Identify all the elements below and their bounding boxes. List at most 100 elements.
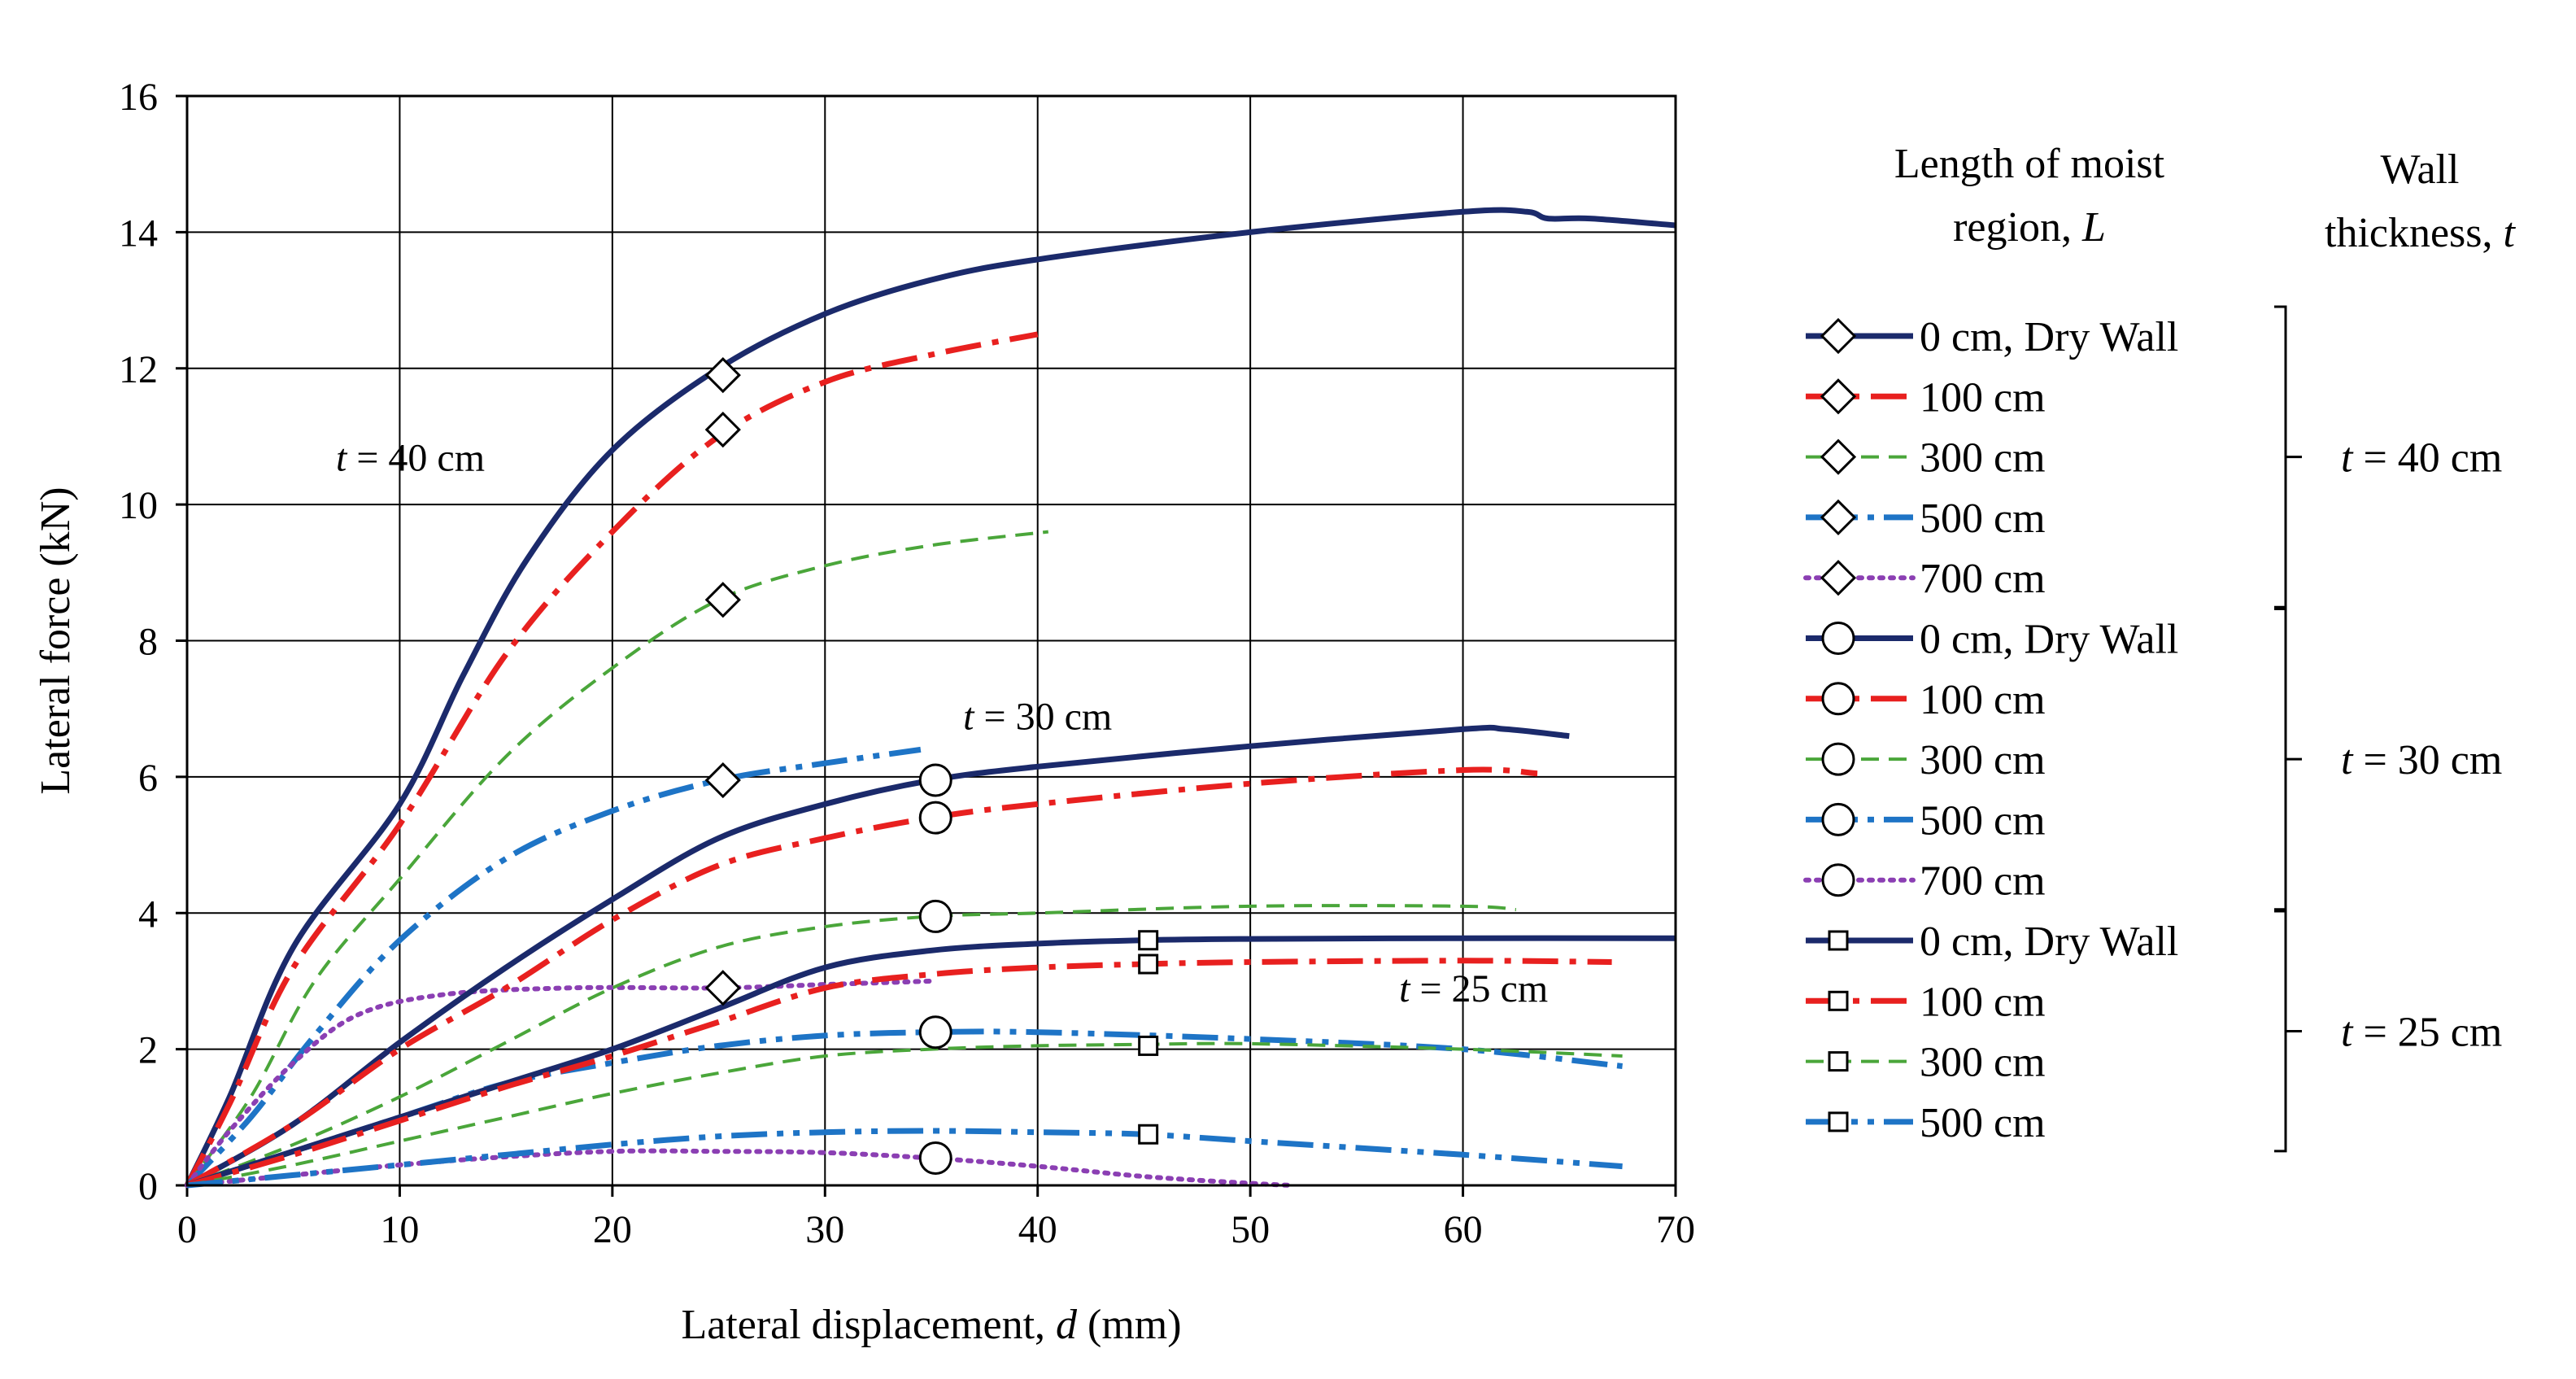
legend-label-12: 300 cm: [1920, 1040, 2046, 1086]
series-marker-3: [704, 762, 741, 799]
legend-group-label-2: t = 25 cm: [2341, 1009, 2502, 1055]
legend-label-8: 500 cm: [1920, 797, 2046, 844]
y-tick-label: 10: [119, 484, 158, 527]
legend-title-thickness: Wall thickness, t: [2325, 146, 2517, 256]
legend-group-label-0: t = 40 cm: [2341, 435, 2502, 482]
series-marker-13: [1138, 1124, 1159, 1145]
legend-marker-7: [1821, 742, 1855, 776]
series-line-0: [184, 207, 1676, 1187]
legend-title-variable: L: [2081, 204, 2106, 251]
legend-label-9: 700 cm: [1920, 858, 2046, 905]
series-marker-12: [1138, 1035, 1159, 1056]
legend-marker-6: [1821, 682, 1855, 716]
legend-bracket-2: [2274, 910, 2302, 1153]
x-tick-label: 10: [380, 1208, 419, 1251]
legend-marker-2: [1820, 439, 1857, 475]
legend-title-length: Length of moist region, L: [1894, 141, 2165, 251]
legend-label-13: 500 cm: [1920, 1100, 2046, 1146]
y-tick-label: 16: [119, 76, 158, 119]
legend-label-4: 700 cm: [1920, 556, 2046, 602]
x-tick-label: 40: [1018, 1208, 1057, 1251]
legend-group-label-1: t = 30 cm: [2341, 737, 2502, 783]
x-axis-variable: d: [1056, 1302, 1078, 1348]
legend-title-variable: t: [2504, 210, 2517, 256]
series-line-5: [185, 724, 1570, 1189]
annotation-label-1: t = 30 cm: [963, 695, 1112, 738]
series-marker-2: [704, 582, 741, 618]
series-marker-8: [918, 1015, 952, 1050]
series-markers: [704, 356, 1159, 1176]
series-line-6: [185, 766, 1538, 1189]
series-marker-0: [704, 356, 741, 394]
legend-marker-13: [1828, 1111, 1849, 1132]
legend-title-line: Length of moist: [1894, 141, 2165, 187]
legend-marker-10: [1828, 930, 1849, 951]
series-marker-10: [1138, 930, 1159, 951]
series-line-3: [185, 746, 922, 1188]
legend-groups: t = 40 cm t = 30 cm t = 25 cm: [2274, 305, 2502, 1153]
legend-marker-12: [1828, 1051, 1849, 1072]
legend-group-variable: t: [2341, 435, 2354, 482]
legend-label-6: 100 cm: [1920, 677, 2046, 723]
legend-marker-9: [1821, 863, 1855, 897]
x-axis-title: Lateral displacement, d (mm): [681, 1302, 1181, 1348]
y-tick-label: 0: [138, 1165, 158, 1208]
series-marker-6: [918, 801, 952, 835]
legend-bracket-1: [2274, 608, 2302, 911]
series-line-7: [186, 904, 1517, 1187]
y-tick-label: 8: [138, 621, 158, 664]
legend-label-10: 0 cm, Dry Wall: [1920, 919, 2178, 965]
legend-label-2: 300 cm: [1920, 435, 2046, 482]
legend-marker-5: [1821, 622, 1855, 655]
series-marker-11: [1138, 954, 1159, 975]
legend-label-7: 300 cm: [1920, 737, 2046, 783]
x-tick-label: 30: [805, 1208, 844, 1251]
y-axis-title: Lateral force (kN): [33, 487, 79, 794]
legend-label-1: 100 cm: [1920, 374, 2046, 421]
x-tick-label: 70: [1656, 1208, 1695, 1251]
y-tick-label: 14: [119, 212, 158, 255]
series-line-9: [185, 1148, 1296, 1188]
series-lines: [184, 207, 1676, 1189]
legend-bracket-0: [2274, 305, 2302, 609]
annotation-label-2: t = 25 cm: [1399, 967, 1548, 1010]
y-tick-label: 2: [138, 1029, 158, 1072]
series-marker-4: [704, 970, 741, 1006]
series-line-10: [185, 935, 1676, 1189]
legend-marker-4: [1820, 560, 1857, 596]
series-marker-7: [918, 899, 952, 933]
legend-label-11: 100 cm: [1920, 979, 2046, 1025]
tick-labels: 0 10 20 30 40 50 60 70 0 2 4 6 8 10 12 14 16: [119, 76, 1695, 1251]
series-marker-1: [704, 411, 741, 448]
curve-annotations: t = 40 cm t = 30 cm t = 25 cm: [336, 436, 1548, 1010]
legend-items: 0 cm, Dry Wall 100 cm 300 cm 500 cm 700 cm 0 …: [1803, 314, 2178, 1146]
series-line-2: [185, 530, 1049, 1187]
legend-label-3: 500 cm: [1920, 495, 2046, 542]
annotation-variable: t: [1399, 967, 1411, 1010]
legend: Length of moist region, L Wall thickness, …: [1803, 141, 2517, 1153]
legend-title-line: Wall: [2381, 146, 2460, 193]
legend-label-5: 0 cm, Dry Wall: [1920, 617, 2178, 663]
legend-marker-1: [1820, 378, 1857, 415]
y-tick-label: 12: [119, 348, 158, 391]
y-tick-label: 4: [138, 892, 158, 936]
annotation-variable: t: [963, 695, 975, 738]
legend-group-variable: t: [2341, 1009, 2354, 1055]
series-marker-5: [918, 763, 952, 797]
annotation-label-0: t = 40 cm: [336, 436, 485, 479]
series-marker-9: [918, 1141, 952, 1176]
plot-frame: [185, 94, 1677, 1187]
legend-title-line: thickness, t: [2325, 210, 2517, 256]
legend-marker-11: [1828, 990, 1849, 1011]
x-tick-label: 20: [593, 1208, 632, 1251]
x-tick-label: 0: [177, 1208, 197, 1251]
series-line-8: [185, 1028, 1623, 1189]
series-line-1: [184, 331, 1039, 1187]
legend-marker-8: [1821, 802, 1855, 836]
legend-label-0: 0 cm, Dry Wall: [1920, 314, 2178, 360]
legend-title-line: region, L: [1953, 204, 2106, 251]
legend-marker-0: [1820, 317, 1857, 355]
x-tick-label: 60: [1444, 1208, 1483, 1251]
series-line-12: [186, 1041, 1623, 1187]
legend-marker-3: [1820, 499, 1857, 536]
